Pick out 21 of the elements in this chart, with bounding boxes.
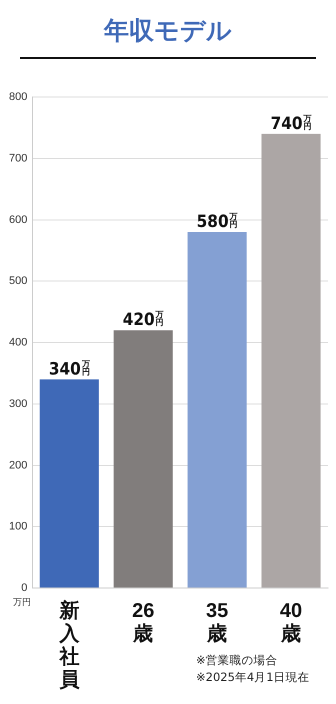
y-tick-label: 0	[21, 582, 28, 594]
y-tick-label: 500	[8, 275, 28, 288]
y-tick-label: 400	[8, 336, 28, 349]
y-tick-label: 700	[8, 152, 28, 164]
x-tick-label: 40歳	[280, 600, 302, 646]
x-tick-label: 35歳	[206, 600, 228, 646]
y-tick-label: 800	[8, 91, 28, 104]
y-tick-label: 200	[8, 459, 28, 472]
bar	[114, 330, 173, 588]
text: ※2025年4月1日現在	[196, 669, 310, 686]
bar	[40, 379, 99, 588]
y-tick-label: 100	[8, 520, 28, 533]
x-tick-label: 新入社員	[58, 599, 80, 692]
x-tick-label: 26歳	[132, 600, 154, 646]
bar	[188, 232, 247, 588]
y-axis-title: 万円	[13, 598, 31, 608]
y-tick-label: 300	[8, 398, 28, 410]
bar	[261, 134, 321, 588]
y-tick-label: 600	[8, 214, 28, 226]
chart-title: 年収モデル	[20, 14, 316, 59]
text: ※営業職の場合	[196, 652, 279, 669]
